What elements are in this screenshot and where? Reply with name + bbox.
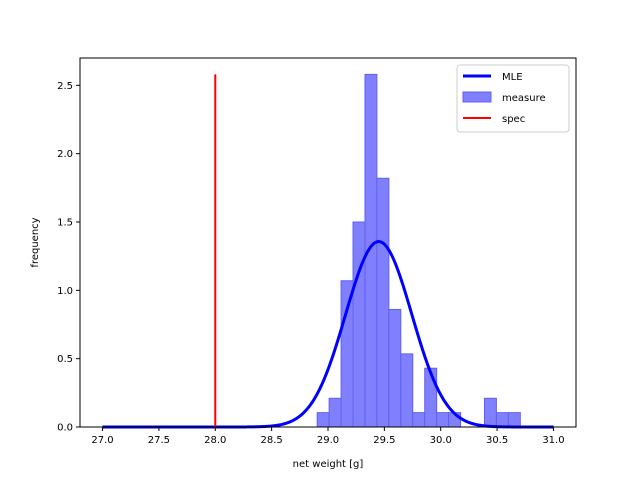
histogram-bar xyxy=(376,177,390,428)
y-tick-label: 1.0 xyxy=(57,286,73,297)
histogram-bar xyxy=(388,308,402,428)
histogram-bar xyxy=(507,412,521,428)
y-tick-label: 0.0 xyxy=(57,423,73,434)
histogram-bar xyxy=(352,221,366,428)
histogram-bar xyxy=(483,397,497,428)
legend-label-spec: spec xyxy=(502,114,525,125)
y-tick-label: 2.0 xyxy=(57,149,73,160)
x-tick-label: 28.5 xyxy=(261,435,283,446)
histogram-bar xyxy=(340,280,354,428)
histogram-bar xyxy=(424,367,438,428)
legend-box xyxy=(456,64,570,133)
y-axis-ticks: 0.0 0.5 1.0 1.5 2.0 2.5 xyxy=(57,81,80,434)
histogram-bar xyxy=(412,412,426,428)
x-tick-label: 30.0 xyxy=(430,435,452,446)
y-tick-label: 2.5 xyxy=(57,81,73,92)
legend-label-measure: measure xyxy=(502,93,546,104)
x-tick-label: 28.0 xyxy=(204,435,226,446)
x-tick-label: 29.0 xyxy=(317,435,339,446)
legend: MLE measure spec xyxy=(456,64,570,133)
y-axis-label: frequency xyxy=(30,217,41,267)
histogram-bar xyxy=(316,412,330,428)
legend-swatch-measure xyxy=(462,91,492,103)
y-tick-label: 0.5 xyxy=(57,354,73,365)
x-tick-label: 27.0 xyxy=(91,435,113,446)
y-tick-label: 1.5 xyxy=(57,218,73,229)
histogram-bar xyxy=(436,412,450,428)
x-axis-ticks: 27.0 27.5 28.0 28.5 29.0 29.5 30.0 30.5 31.0 xyxy=(91,427,565,446)
histogram-bar xyxy=(495,412,509,428)
histogram-bar xyxy=(328,397,342,428)
x-axis-label: net weight [g] xyxy=(293,459,364,470)
x-tick-label: 30.5 xyxy=(486,435,508,446)
histogram-bar xyxy=(400,353,414,428)
legend-label-MLE: MLE xyxy=(502,72,523,83)
x-tick-label: 27.5 xyxy=(148,435,170,446)
x-tick-label: 29.5 xyxy=(373,435,395,446)
x-tick-label: 31.0 xyxy=(542,435,564,446)
